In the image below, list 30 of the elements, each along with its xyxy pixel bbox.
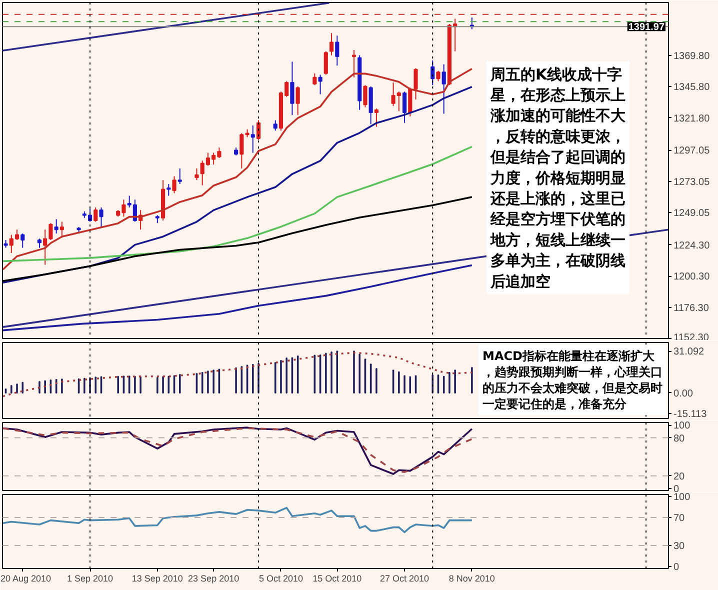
x-tick-label: 15 Oct 2010 — [312, 574, 362, 584]
x-tick-label: 20 Aug 2010 — [0, 574, 52, 584]
y-tick-label: -15.113 — [674, 408, 708, 420]
y-tick-label: 100 — [674, 492, 691, 504]
y-tick-label: 0 — [674, 562, 680, 573]
y-tick-label: 1224.30 — [674, 240, 710, 252]
y-tick-label: 1176.30 — [674, 302, 710, 314]
y-tick-label: 1345.80 — [674, 82, 710, 94]
annotation: MACD指标在能量柱在逐渐扩大，趋势跟预期判断一样，心理关口的压力不会太难突破，但是交易时一定要记住的是，准备充分 — [482, 348, 662, 412]
y-tick-label: 31.092 — [674, 346, 705, 358]
y-tick-label: 1249.05 — [674, 208, 710, 220]
x-tick-label: 23 Sep 2010 — [188, 574, 240, 584]
x-tick-label: 13 Sep 2010 — [132, 574, 183, 584]
y-tick-label: 1273.05 — [674, 176, 710, 188]
y-tick-label: 20 — [674, 471, 686, 482]
y-tick-label: 30 — [674, 540, 686, 552]
y-tick-label: 100 — [674, 420, 691, 432]
y-tick-label: 1297.05 — [674, 146, 710, 157]
x-tick-label: 1 Sep 2010 — [67, 574, 114, 584]
y-tick-label: 80 — [674, 433, 686, 444]
y-tick-label: 0.00 — [674, 388, 694, 400]
y-tick-label: 1321.80 — [674, 113, 710, 124]
y-tick-label: 1369.80 — [674, 50, 710, 62]
x-tick-label: 27 Oct 2010 — [380, 574, 430, 584]
text: 周五的K线收成十字星，在形态上预示上涨加速的可能性不大，反转的意味更浓，但是结合了起回调的力度，价格短期明显还是上涨的，这里已经是空方埋下伏笔的地方，短线上继续一多单为主，在破阴线后追加空 — [490, 65, 626, 290]
y-tick-label: 1200.30 — [674, 272, 710, 283]
y-tick-label: 70 — [674, 513, 686, 524]
ref-line-label: 1391.97 — [628, 22, 665, 34]
x-tick-label: 5 Oct 2010 — [258, 574, 303, 584]
x-tick-label: 8 Nov 2010 — [448, 574, 495, 584]
